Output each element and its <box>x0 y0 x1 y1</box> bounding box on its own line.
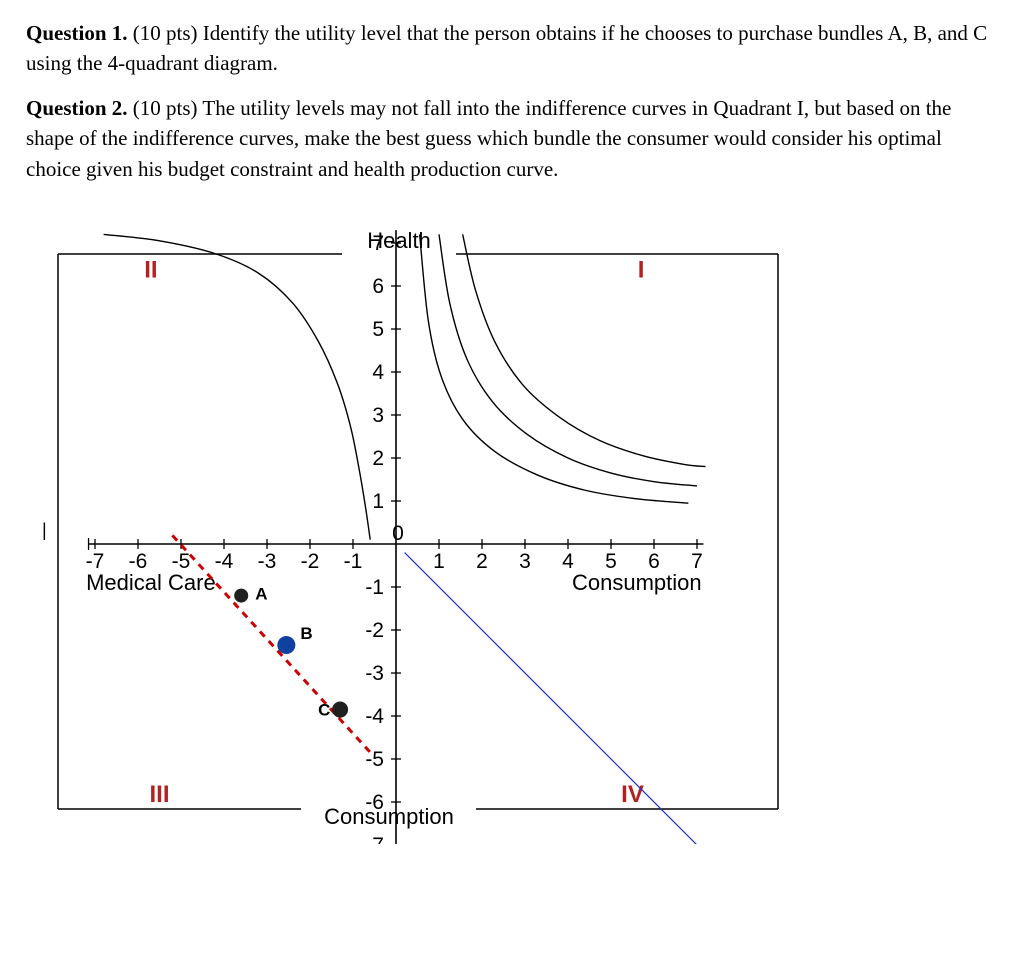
bundle-label-B: B <box>300 624 312 643</box>
y-tick-label: 4 <box>372 361 384 384</box>
x-tick-label: -4 <box>215 550 234 573</box>
quadrant-I: I <box>638 257 645 284</box>
y-tick-label: 7 <box>372 232 384 255</box>
question-2: Question 2. (10 pts) The utility levels … <box>26 93 998 184</box>
quadrant-IV: IV <box>621 781 644 808</box>
title-consumption-bottom: Consumption <box>324 804 454 829</box>
y-tick-label: 3 <box>372 404 384 427</box>
quadrant-II: II <box>144 257 157 284</box>
y-tick-label: -4 <box>365 705 384 728</box>
x-tick-label: 1 <box>433 550 445 573</box>
y-tick-label: 5 <box>372 318 384 341</box>
x-tick-label: 3 <box>519 550 531 573</box>
indifference-curve-2 <box>439 235 697 487</box>
bundle-point-C <box>332 702 348 718</box>
q2-pts: (10 pts) <box>133 96 198 120</box>
label-consumption-right: Consumption <box>572 570 702 595</box>
q1-label: Question 1. <box>26 21 128 45</box>
y-tick-label: -2 <box>365 619 384 642</box>
quadrant-III: III <box>149 781 169 808</box>
x-tick-label: -1 <box>344 550 363 573</box>
bundle-label-A: A <box>255 585 267 604</box>
y-tick-label: -3 <box>365 662 384 685</box>
y-tick-label: 2 <box>372 447 384 470</box>
indifference-curve-1 <box>420 235 689 504</box>
chart-svg: HealthConsumption-7-6-5-4-3-2-1123456712… <box>26 224 806 844</box>
indifference-curve-3 <box>463 235 706 467</box>
label-medical-care: Medical Care <box>86 570 216 595</box>
side-cursor-mark: | <box>42 520 47 541</box>
bundle-point-B <box>277 636 295 654</box>
question-1: Question 1. (10 pts) Identify the utilit… <box>26 18 998 79</box>
origin-label: 0 <box>392 522 404 545</box>
x-tick-label: 2 <box>476 550 488 573</box>
x-tick-label: -3 <box>258 550 277 573</box>
y-tick-label: -6 <box>365 791 384 814</box>
y-tick-label: 6 <box>372 275 384 298</box>
y-tick-label: -1 <box>365 576 384 599</box>
x-tick-label: -2 <box>301 550 320 573</box>
four-quadrant-diagram: | HealthConsumption-7-6-5-4-3-2-11234567… <box>26 224 806 844</box>
q1-pts: (10 pts) <box>133 21 198 45</box>
q2-label: Question 2. <box>26 96 128 120</box>
y-tick-label: -7 <box>365 834 384 844</box>
bundle-point-A <box>234 589 248 603</box>
reflection-line <box>405 553 697 844</box>
y-tick-label: 1 <box>372 490 384 513</box>
bundle-label-C: C <box>318 701 330 720</box>
